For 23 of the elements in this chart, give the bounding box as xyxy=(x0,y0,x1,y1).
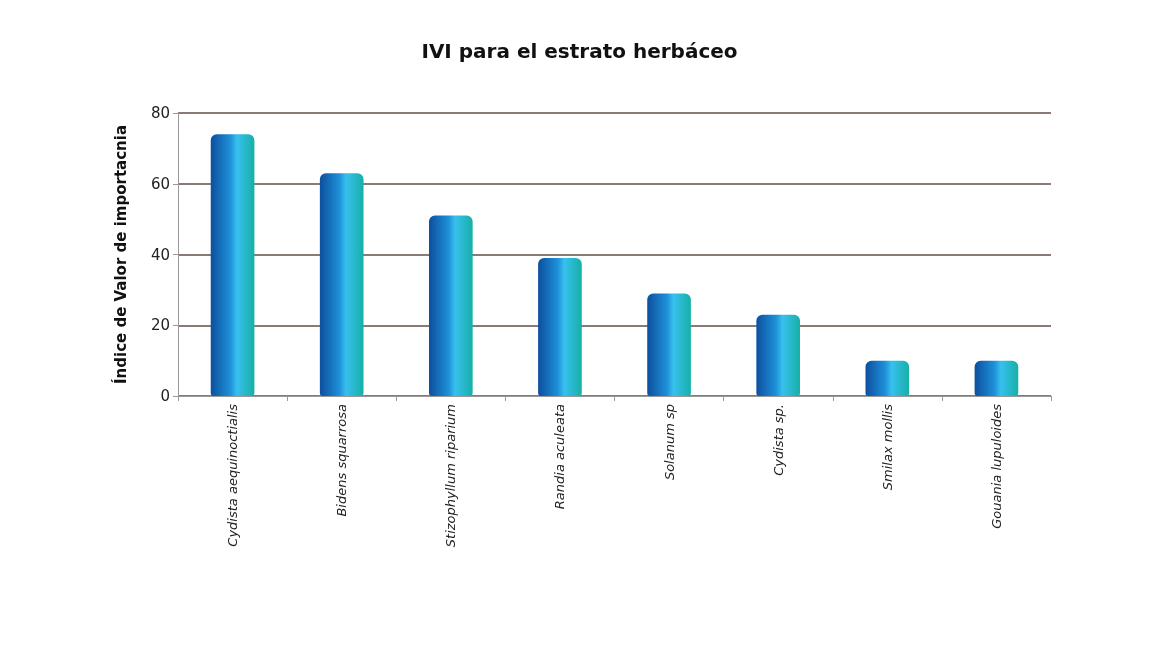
x-tick-label: Gouania lupuloides xyxy=(988,403,1004,529)
bar xyxy=(647,293,691,396)
y-tick-label: 20 xyxy=(150,316,170,335)
x-tick-label: Solanum sp xyxy=(661,404,677,481)
bar xyxy=(210,134,255,396)
x-tick-label: Stizophyllum riparium xyxy=(443,404,459,548)
bar xyxy=(319,173,364,396)
y-tick-label: 0 xyxy=(160,387,170,405)
y-tick-label: 60 xyxy=(150,174,170,193)
y-tick-label: 40 xyxy=(150,245,170,264)
x-tick-label: Cydista aequinoctialis xyxy=(225,403,241,547)
x-tick-label: Cydista sp. xyxy=(770,404,786,476)
x-tick-label: Randia aculeata xyxy=(552,403,568,510)
x-tick-label: Smilax mollis xyxy=(879,403,895,491)
bar xyxy=(974,360,1019,396)
bar xyxy=(538,258,582,396)
bar xyxy=(756,314,801,396)
bar xyxy=(865,360,910,396)
y-tick-label: 80 xyxy=(150,104,170,122)
y-axis-title: Índice de Valor de importacnia xyxy=(110,124,130,385)
x-tick-label: Bidens squarrosa xyxy=(334,403,350,517)
bar xyxy=(428,215,473,396)
chart-title: IVI para el estrato herbáceo xyxy=(421,39,738,63)
